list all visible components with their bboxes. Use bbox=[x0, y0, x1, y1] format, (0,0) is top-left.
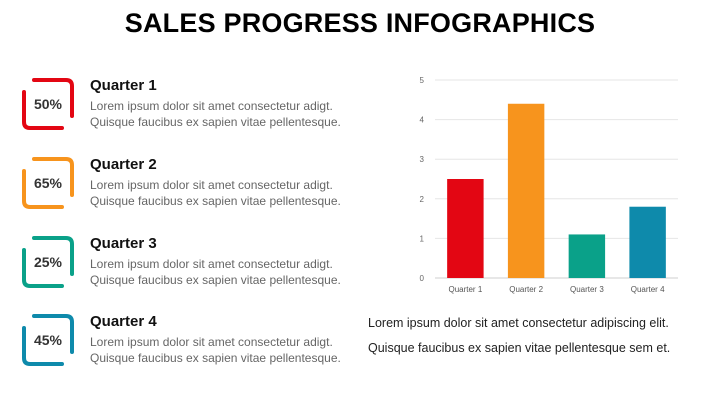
badge-frame-icon bbox=[22, 78, 74, 130]
quarter-description-line: Lorem ipsum dolor sit amet consectetur a… bbox=[90, 99, 333, 113]
y-tick-label: 2 bbox=[420, 195, 425, 204]
percent-badge: 50% bbox=[22, 78, 74, 130]
y-tick-label: 3 bbox=[420, 155, 425, 164]
y-tick-label: 1 bbox=[420, 234, 425, 243]
quarter-description: Lorem ipsum dolor sit amet consectetur a… bbox=[90, 334, 362, 366]
quarter-description: Lorem ipsum dolor sit amet consectetur a… bbox=[90, 98, 362, 130]
y-tick-label: 5 bbox=[420, 76, 425, 85]
bar bbox=[629, 206, 666, 278]
percent-value: 50% bbox=[33, 96, 63, 112]
bar-chart: 0 1 2 3 4 5 Quarter 1 Quarter 2 Quarter 3 Quarter… bbox=[420, 76, 678, 294]
quarter-title: Quarter 1 bbox=[90, 77, 157, 94]
quarter-description-line: Quisque faucibus ex sapien vitae pellent… bbox=[90, 115, 341, 129]
percent-badge: 65% bbox=[22, 157, 74, 209]
chart-description-line: Lorem ipsum dolor sit amet consectetur a… bbox=[368, 316, 669, 330]
quarter-item: 50% Quarter 1 Lorem ipsum dolor sit amet… bbox=[22, 77, 362, 136]
quarter-item: 25% Quarter 3 Lorem ipsum dolor sit amet… bbox=[22, 235, 362, 294]
badge-frame-icon bbox=[22, 236, 74, 288]
y-tick-label: 4 bbox=[420, 116, 425, 125]
quarter-title: Quarter 2 bbox=[90, 156, 157, 173]
bar bbox=[568, 234, 606, 278]
badge-frame-icon bbox=[22, 157, 74, 209]
x-tick-label: Quarter 4 bbox=[631, 285, 665, 294]
percent-badge: 25% bbox=[22, 236, 74, 288]
badge-frame-right bbox=[32, 314, 74, 354]
quarter-description: Lorem ipsum dolor sit amet consectetur a… bbox=[90, 256, 362, 288]
percent-value: 65% bbox=[33, 175, 63, 191]
quarter-description-line: Quisque faucibus ex sapien vitae pellent… bbox=[90, 351, 341, 365]
quarter-description-line: Lorem ipsum dolor sit amet consectetur a… bbox=[90, 335, 333, 349]
x-tick-label: Quarter 3 bbox=[570, 285, 604, 294]
bar bbox=[447, 179, 484, 278]
badge-frame-left bbox=[22, 248, 64, 288]
quarter-description: Lorem ipsum dolor sit amet consectetur a… bbox=[90, 177, 362, 209]
quarter-title: Quarter 3 bbox=[90, 235, 157, 252]
quarter-description-line: Lorem ipsum dolor sit amet consectetur a… bbox=[90, 257, 333, 271]
percent-badge: 45% bbox=[22, 314, 74, 366]
quarter-description-line: Lorem ipsum dolor sit amet consectetur a… bbox=[90, 178, 333, 192]
percent-value: 25% bbox=[33, 254, 63, 270]
y-tick-label: 0 bbox=[420, 274, 425, 283]
bar bbox=[507, 103, 545, 278]
badge-frame-left bbox=[22, 326, 64, 366]
chart-description-line: Quisque faucibus ex sapien vitae pellent… bbox=[368, 341, 671, 355]
quarter-item: 45% Quarter 4 Lorem ipsum dolor sit amet… bbox=[22, 313, 362, 372]
percent-value: 45% bbox=[33, 332, 63, 348]
page-title: SALES PROGRESS INFOGRAPHICS bbox=[124, 8, 596, 38]
x-tick-label: Quarter 1 bbox=[448, 285, 482, 294]
badge-frame-right bbox=[32, 236, 74, 276]
quarter-description-line: Quisque faucibus ex sapien vitae pellent… bbox=[90, 273, 341, 287]
x-tick-label: Quarter 2 bbox=[509, 285, 543, 294]
quarter-item: 65% Quarter 2 Lorem ipsum dolor sit amet… bbox=[22, 156, 362, 215]
badge-frame-right bbox=[32, 78, 74, 118]
badge-frame-left bbox=[22, 90, 64, 130]
quarter-description-line: Quisque faucibus ex sapien vitae pellent… bbox=[90, 194, 341, 208]
quarter-title: Quarter 4 bbox=[90, 313, 157, 330]
badge-frame-right bbox=[32, 157, 74, 197]
badge-frame-icon bbox=[22, 314, 74, 366]
badge-frame-left bbox=[22, 169, 64, 209]
